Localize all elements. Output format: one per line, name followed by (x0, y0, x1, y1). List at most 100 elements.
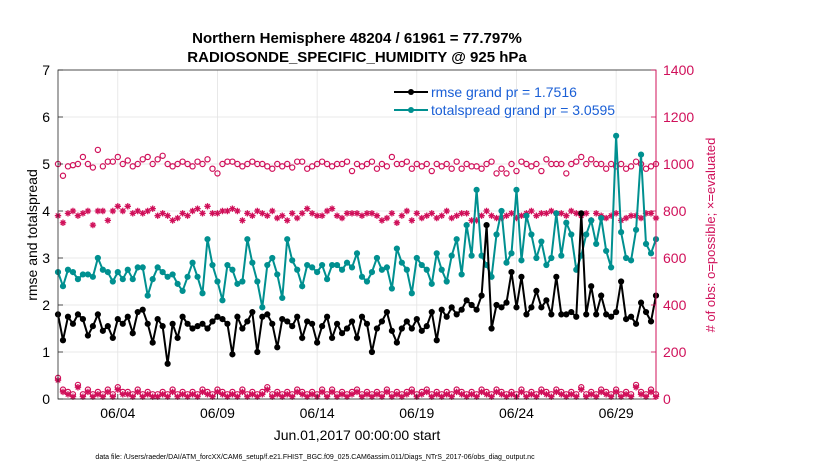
obs-evaluated-point (249, 212, 256, 219)
series-point-1 (299, 283, 306, 290)
obs-bottom-evaluated-point (458, 391, 465, 398)
series-point-1 (598, 214, 605, 222)
series-point-0 (294, 313, 301, 320)
obs-bottom-evaluated-point (264, 386, 271, 393)
obs-possible-point (249, 158, 256, 165)
obs-evaluated-point (114, 203, 121, 210)
series-point-1 (613, 132, 620, 139)
obs-bottom-evaluated-point (114, 386, 121, 393)
obs-possible-point (338, 160, 346, 168)
series-point-0 (388, 327, 395, 334)
obs-bottom-evaluated-point (204, 391, 211, 398)
y-right-tick-label: 800 (663, 203, 687, 219)
series-point-1 (114, 269, 121, 276)
obs-bottom-evaluated-point (348, 391, 356, 398)
obs-evaluated-point (493, 214, 500, 222)
obs-evaluated-point (538, 210, 545, 217)
series-point-1 (319, 261, 326, 269)
series-point-0 (403, 318, 410, 325)
obs-bottom-evaluated-point (169, 388, 176, 396)
series-point-0 (642, 308, 650, 316)
series-point-0 (279, 316, 286, 323)
obs-bottom-evaluated-point (473, 393, 480, 400)
obs-evaluated-point (199, 210, 206, 217)
obs-evaluated-point (284, 217, 291, 224)
series-point-1 (104, 269, 111, 276)
obs-bottom-evaluated-point (423, 388, 430, 396)
obs-bottom-evaluated-point (134, 388, 141, 396)
series-point-1 (149, 276, 156, 283)
right-axis: 0 200 400 600 800 1000 1200 1400 (651, 62, 694, 407)
obs-evaluated-point (513, 214, 520, 222)
obs-possible-point (154, 156, 161, 163)
series-point-0 (159, 323, 166, 330)
series-point-1 (124, 266, 131, 273)
series-point-1 (194, 273, 201, 280)
obs-evaluated-point (149, 205, 156, 212)
obs-evaluated-point (403, 207, 411, 215)
obs-possible-point (443, 160, 450, 168)
obs-evaluated-point (289, 210, 296, 217)
y-right-tick-label: 1200 (663, 109, 694, 125)
obs-bottom-evaluated-point (378, 393, 386, 400)
series-point-0 (523, 311, 530, 318)
obs-evaluated-point (154, 212, 161, 219)
obs-possible-point (368, 158, 376, 165)
obs-evaluated-point (358, 212, 366, 219)
series-point-1 (558, 252, 565, 259)
obs-bottom-evaluated-point (249, 391, 256, 398)
obs-possible-point (313, 160, 321, 168)
series-point-1 (179, 287, 186, 294)
series-point-0 (503, 299, 510, 306)
footer-data-file: data file: /Users/raeder/DAI/ATM_forcXX/… (95, 454, 535, 461)
series-point-1 (154, 264, 161, 271)
obs-bottom-evaluated-point (637, 391, 645, 398)
series-point-1 (503, 259, 510, 266)
series-point-1 (593, 240, 600, 247)
series-point-1 (264, 261, 271, 269)
obs-evaluated-point (69, 207, 77, 215)
y-right-tick-label: 1400 (663, 62, 694, 78)
obs-possible-point (114, 153, 122, 161)
obs-possible-point (473, 163, 480, 170)
obs-possible-point (622, 165, 630, 172)
obs-possible-point (308, 163, 316, 170)
obs-evaluated-point (254, 207, 261, 215)
series-point-1 (637, 151, 645, 158)
series-point-1 (109, 278, 116, 285)
obs-possible-point (219, 160, 226, 168)
obs-bottom-evaluated-point (124, 391, 131, 398)
obs-evaluated-point (294, 214, 301, 222)
series-point-0 (64, 313, 72, 320)
obs-possible-point (269, 165, 276, 172)
series-point-1 (583, 231, 590, 238)
chart-title-line-2: RADIOSONDE_SPECIFIC_HUMIDITY @ 925 hPa (187, 49, 527, 66)
obs-evaluated-point (139, 210, 146, 217)
series-point-0 (593, 311, 600, 318)
series-point-1 (119, 276, 126, 283)
obs-evaluated-point (508, 210, 515, 217)
series-point-1 (348, 264, 356, 271)
series-point-0 (174, 334, 181, 341)
series-point-1 (393, 245, 400, 252)
obs-evaluated-point (84, 207, 92, 215)
series-point-0 (413, 316, 420, 323)
legend-marker (408, 107, 414, 113)
legend: rmse grand pr = 1.7516 totalspread grand … (394, 84, 615, 118)
x-tick-label: 06/29 (599, 405, 634, 421)
series-point-0 (184, 320, 191, 327)
x-tick-label: 06/19 (399, 405, 434, 421)
obs-bottom-evaluated-point (483, 391, 490, 398)
series-point-0 (249, 308, 256, 316)
obs-possible-point (234, 160, 241, 168)
obs-evaluated-point (194, 205, 201, 212)
series-point-0 (149, 339, 156, 346)
obs-possible-point (94, 146, 102, 154)
series-point-1 (294, 266, 301, 273)
series-point-1 (209, 261, 216, 269)
obs-possible-point (433, 160, 440, 168)
obs-evaluated-point (518, 212, 525, 219)
x-axis-label: Jun.01,2017 00:00:00 start (274, 427, 441, 443)
series-point-1 (333, 261, 341, 269)
obs-bottom-evaluated-point (189, 391, 196, 398)
